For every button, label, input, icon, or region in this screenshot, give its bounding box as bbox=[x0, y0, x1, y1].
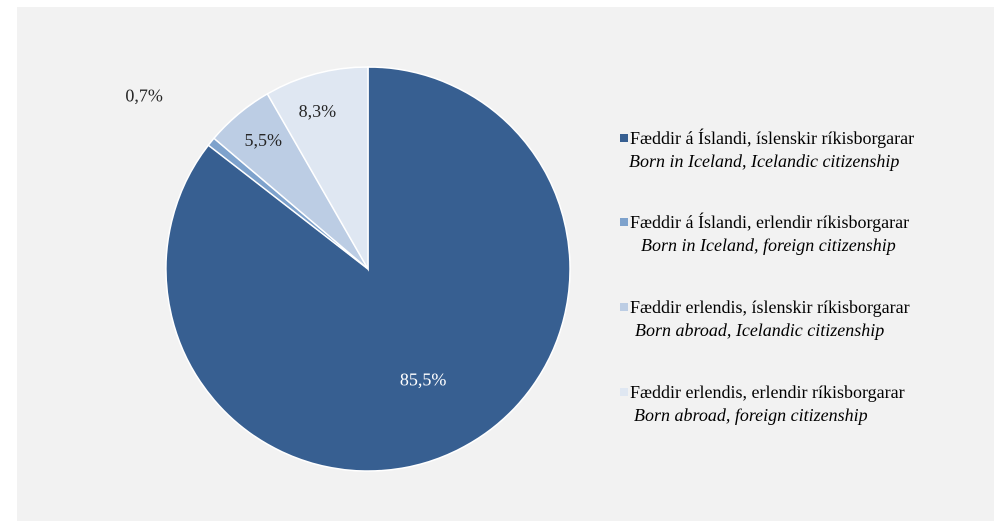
legend-swatch bbox=[620, 134, 628, 142]
legend-sublabel: Born in Iceland, Icelandic citizenship bbox=[629, 151, 900, 171]
slice-data-label: 0,7% bbox=[125, 86, 163, 106]
legend-sublabel: Born abroad, Icelandic citizenship bbox=[635, 320, 885, 340]
legend-sublabel: Born abroad, foreign citizenship bbox=[634, 405, 868, 425]
legend-swatch bbox=[620, 218, 628, 226]
pie-chart: 85,5% 0,7% 5,5% 8,3% bbox=[125, 66, 571, 472]
slice-data-label: 85,5% bbox=[400, 370, 447, 390]
slice-data-label: 8,3% bbox=[299, 101, 337, 121]
legend-sublabel: Born in Iceland, foreign citizenship bbox=[641, 235, 896, 255]
legend-swatch bbox=[620, 303, 628, 311]
legend-label: Fæddir erlendis, erlendir ríkisborgarar bbox=[630, 382, 905, 402]
legend-label: Fæddir á Íslandi, erlendir ríkisborgarar bbox=[630, 212, 910, 232]
legend-swatch bbox=[620, 388, 628, 396]
chart-panel: 85,5% 0,7% 5,5% 8,3% Fæddir á Íslandi, ísle… bbox=[17, 7, 994, 521]
legend-label: Fæddir á Íslandi, íslenskir ríkisborgara… bbox=[630, 128, 915, 148]
legend-label: Fæddir erlendis, íslenskir ríkisborgarar bbox=[630, 297, 910, 317]
pie-slice bbox=[266, 66, 369, 272]
slice-data-label: 5,5% bbox=[244, 130, 282, 150]
